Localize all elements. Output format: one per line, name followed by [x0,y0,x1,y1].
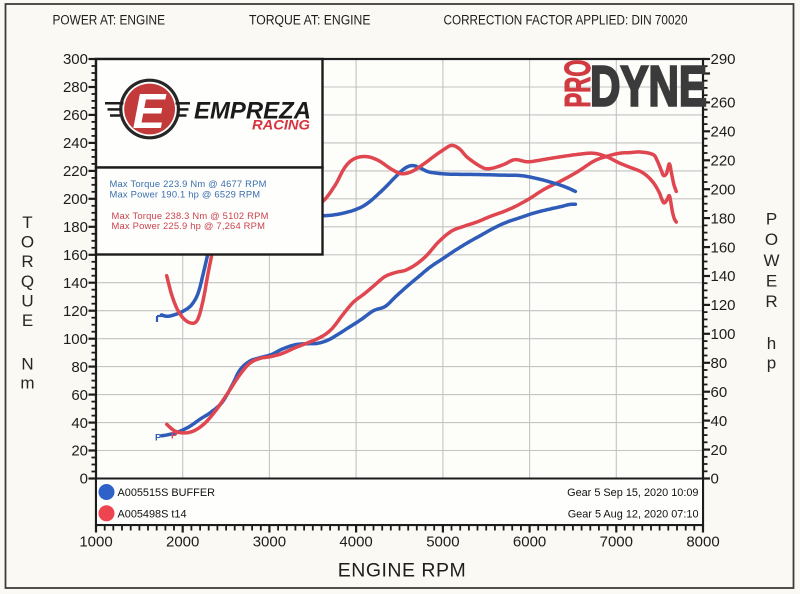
svg-text:20: 20 [71,443,88,460]
svg-text:PRO: PRO [557,60,598,108]
svg-text:0: 0 [711,471,719,488]
svg-text:260: 260 [711,95,736,112]
svg-text:0: 0 [80,471,88,488]
svg-text:3000: 3000 [253,534,286,551]
svg-text:h: h [767,334,776,353]
svg-text:180: 180 [711,210,736,227]
svg-text:T: T [22,213,32,232]
svg-text:1000: 1000 [79,534,112,551]
svg-text:R: R [765,292,777,311]
svg-text:60: 60 [71,387,88,404]
svg-text:A005515S BUFFER: A005515S BUFFER [118,487,216,499]
svg-text:Max Torque 238.3 Nm @ 5102 RPM: Max Torque 238.3 Nm @ 5102 RPM [112,210,269,221]
svg-text:300: 300 [63,51,88,68]
svg-text:40: 40 [71,415,88,432]
svg-text:Gear 5 Sep 15, 2020 10:09: Gear 5 Sep 15, 2020 10:09 [567,487,698,499]
svg-text:7000: 7000 [600,534,633,551]
svg-text:P: P [766,210,777,229]
svg-text:Max Torque 223.9 Nm @ 4677 RPM: Max Torque 223.9 Nm @ 4677 RPM [110,178,267,189]
svg-text:80: 80 [71,359,88,376]
svg-text:Gear 5 Aug 12, 2020 07:10: Gear 5 Aug 12, 2020 07:10 [568,509,699,521]
svg-text:EMPREZA: EMPREZA [194,98,311,125]
svg-text:O: O [21,233,34,252]
svg-text:120: 120 [63,303,88,320]
svg-text:290: 290 [711,51,736,68]
svg-text:DYNE: DYNE [590,55,707,119]
svg-text:120: 120 [711,297,736,314]
svg-text:CORRECTION FACTOR APPLIED: DIN: CORRECTION FACTOR APPLIED: DIN 70020 [444,13,688,29]
svg-text:240: 240 [711,124,736,141]
svg-text:Max Power 190.1 hp @ 6529 RPM: Max Power 190.1 hp @ 6529 RPM [110,189,261,200]
svg-text:100: 100 [63,331,88,348]
svg-text:80: 80 [711,355,728,372]
svg-text:Max Power 225.9 hp @ 7,264 RPM: Max Power 225.9 hp @ 7,264 RPM [112,220,266,231]
svg-text:P: P [171,431,178,442]
svg-text:W: W [763,251,779,270]
svg-text:140: 140 [711,268,736,285]
svg-text:240: 240 [63,135,88,152]
svg-text:A005498S t14: A005498S t14 [118,509,187,521]
svg-text:200: 200 [711,181,736,198]
svg-text:160: 160 [711,239,736,256]
svg-text:N: N [21,355,33,374]
svg-text:220: 220 [63,163,88,180]
svg-text:220: 220 [711,153,736,170]
svg-text:O: O [765,230,778,249]
svg-text:ENGINE RPM: ENGINE RPM [338,560,467,582]
svg-text:p: p [767,354,776,373]
svg-text:2000: 2000 [166,534,199,551]
svg-text:POWER AT: ENGINE: POWER AT: ENGINE [53,13,166,29]
svg-text:60: 60 [711,384,728,401]
svg-text:6000: 6000 [513,534,546,551]
svg-text:E: E [22,311,33,330]
svg-text:U: U [21,291,33,310]
svg-text:280: 280 [63,79,88,96]
svg-text:100: 100 [711,326,736,343]
svg-text:8000: 8000 [686,534,719,551]
svg-text:Q: Q [21,272,34,291]
svg-text:180: 180 [63,219,88,236]
svg-text:40: 40 [711,413,728,430]
svg-text:E: E [133,85,167,139]
svg-text:160: 160 [63,247,88,264]
svg-text:5000: 5000 [426,534,459,551]
svg-text:RACING: RACING [252,117,310,133]
svg-text:200: 200 [63,191,88,208]
svg-text:140: 140 [63,275,88,292]
svg-text:TORQUE AT: ENGINE: TORQUE AT: ENGINE [249,13,371,29]
svg-text:260: 260 [63,107,88,124]
svg-text:R: R [21,252,33,271]
svg-text:4000: 4000 [339,534,372,551]
svg-text:20: 20 [711,442,728,459]
svg-text:m: m [20,374,34,393]
svg-text:E: E [766,271,777,290]
svg-text:P: P [155,433,162,444]
